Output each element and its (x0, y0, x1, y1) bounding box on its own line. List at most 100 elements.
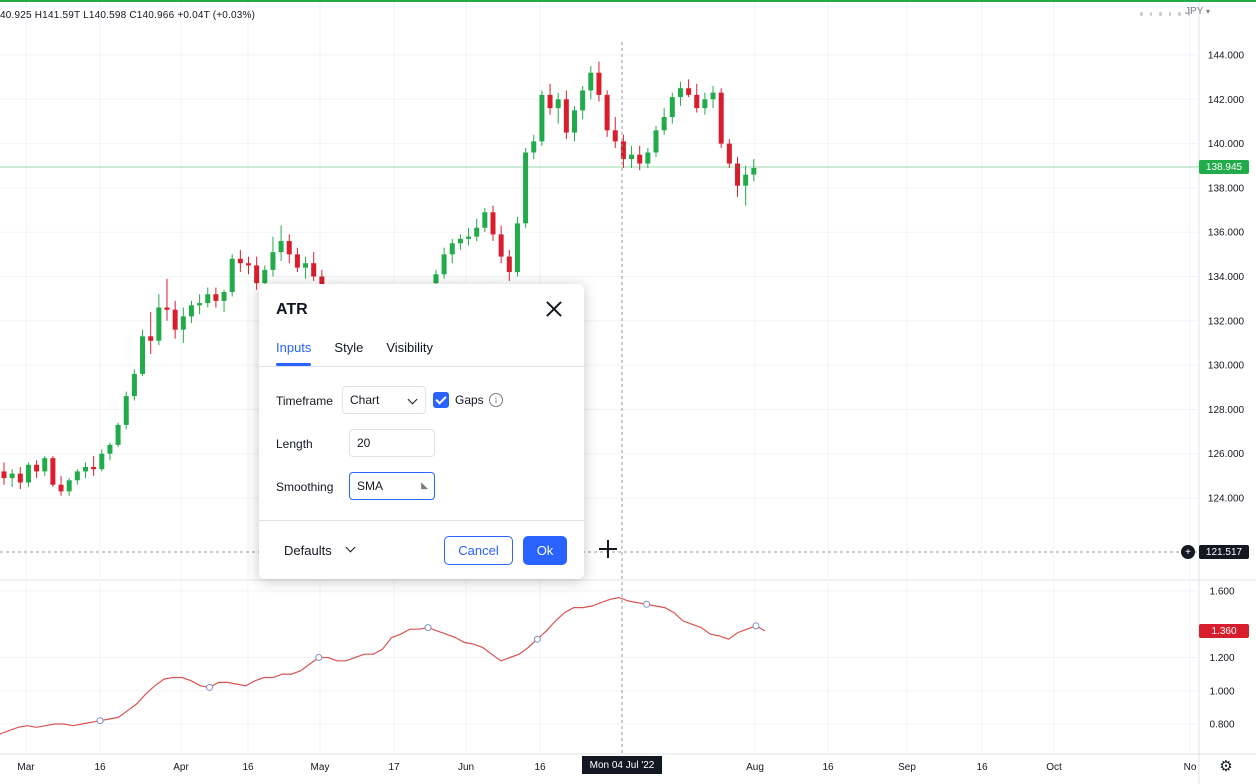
candle (25, 462, 31, 487)
candle (246, 256, 251, 275)
timeframe-label: Timeframe (276, 394, 333, 408)
candle-body (254, 265, 260, 284)
candle (547, 83, 553, 115)
candle-body (466, 236, 472, 239)
candle (726, 139, 732, 168)
candle (188, 300, 194, 324)
candle-body (686, 88, 692, 95)
candle-body (563, 99, 569, 133)
candle (254, 256, 260, 290)
tab-inputs[interactable]: Inputs (276, 340, 312, 366)
candle (490, 205, 496, 242)
close-icon[interactable] (543, 298, 565, 320)
candle (653, 125, 659, 157)
candle (205, 287, 211, 308)
candle-body (433, 274, 439, 284)
atr-tick-label: 1.000 (1209, 686, 1234, 697)
candle (702, 92, 708, 115)
timeframe-value: Chart (350, 393, 380, 407)
candle (751, 159, 757, 182)
candle-body (140, 336, 146, 374)
candle-body (172, 309, 178, 330)
candle (514, 216, 520, 277)
candle-body (694, 94, 700, 109)
currency-selector[interactable]: JPY ▾ (1185, 6, 1210, 17)
dialog-title: ATR (276, 301, 308, 318)
candle-body (115, 424, 121, 445)
candle (229, 254, 235, 297)
candle-body (9, 473, 15, 479)
price-tick-label: 130.000 (1208, 361, 1245, 372)
cancel-button[interactable]: Cancel (444, 536, 513, 565)
crosshair-cursor-icon (597, 538, 619, 560)
candle-body (637, 154, 643, 164)
length-label: Length (276, 437, 313, 451)
candle (99, 449, 105, 472)
candle (686, 79, 692, 98)
more-dots-icon[interactable] (1140, 12, 1190, 18)
candle-body (270, 252, 276, 270)
candle-body (99, 453, 105, 470)
price-tick-label: 136.000 (1208, 228, 1245, 239)
candle (710, 86, 716, 109)
candle-body (645, 152, 651, 164)
info-icon[interactable]: i (489, 393, 503, 407)
divider (259, 520, 584, 521)
candle-body (188, 305, 194, 317)
candle (620, 134, 626, 168)
candle-body (311, 263, 317, 277)
candle-body (286, 241, 292, 255)
candle (115, 422, 121, 448)
defaults-dropdown[interactable]: Defaults (276, 536, 362, 564)
candle (466, 227, 472, 246)
candle-body (319, 276, 325, 286)
add-alert-icon[interactable]: + (1181, 545, 1195, 559)
candle (164, 278, 170, 321)
candle-body (498, 234, 504, 257)
candle-body (751, 167, 757, 175)
candle (555, 92, 561, 124)
candle (180, 307, 186, 343)
candle-body (1, 471, 7, 479)
candle (148, 311, 154, 355)
time-tick-label: No (1184, 762, 1197, 773)
candle-body (457, 238, 463, 244)
candle (580, 86, 586, 120)
price-tick-label: 132.000 (1208, 316, 1245, 327)
divider (259, 366, 584, 367)
tab-style[interactable]: Style (334, 340, 364, 355)
currency-label: JPY (1185, 6, 1204, 17)
axes: Mar 16 Apr 16 May 17 Jun 16 Aug 16 Sep 16 Oct No 144.0… (0, 42, 1245, 773)
chevron-down-icon: ▾ (1205, 7, 1210, 16)
candle-body (735, 163, 740, 186)
candle (612, 117, 618, 149)
timeframe-select[interactable]: Chart (342, 386, 426, 414)
candle (50, 455, 56, 487)
gaps-checkbox[interactable] (433, 392, 449, 408)
atr-marker (205, 683, 213, 691)
candle-body (710, 92, 716, 100)
candle (474, 218, 480, 242)
price-tick-label: 144.000 (1208, 51, 1245, 62)
candle (572, 105, 577, 142)
candle-body (17, 473, 23, 483)
candle-body (572, 110, 577, 133)
atr-marker (315, 654, 323, 661)
candle (677, 81, 683, 106)
price-tick-label: 140.000 (1208, 139, 1245, 150)
tab-visibility[interactable]: Visibility (386, 340, 434, 355)
candle (58, 475, 64, 496)
candle-body (718, 92, 724, 144)
candle-body (547, 94, 553, 109)
ok-button[interactable]: Ok (523, 536, 567, 565)
atr-value-tag: 1.360 (1199, 624, 1249, 638)
smoothing-select[interactable]: SMA ◣ (349, 472, 435, 500)
price-tick-label: 124.000 (1208, 494, 1245, 505)
atr-tick-label: 1.200 (1209, 653, 1234, 664)
gear-icon[interactable]: ⚙ (1219, 758, 1233, 775)
chevron-down-icon (407, 394, 418, 405)
candle-body (221, 292, 227, 301)
length-input[interactable]: 20 (349, 429, 435, 457)
